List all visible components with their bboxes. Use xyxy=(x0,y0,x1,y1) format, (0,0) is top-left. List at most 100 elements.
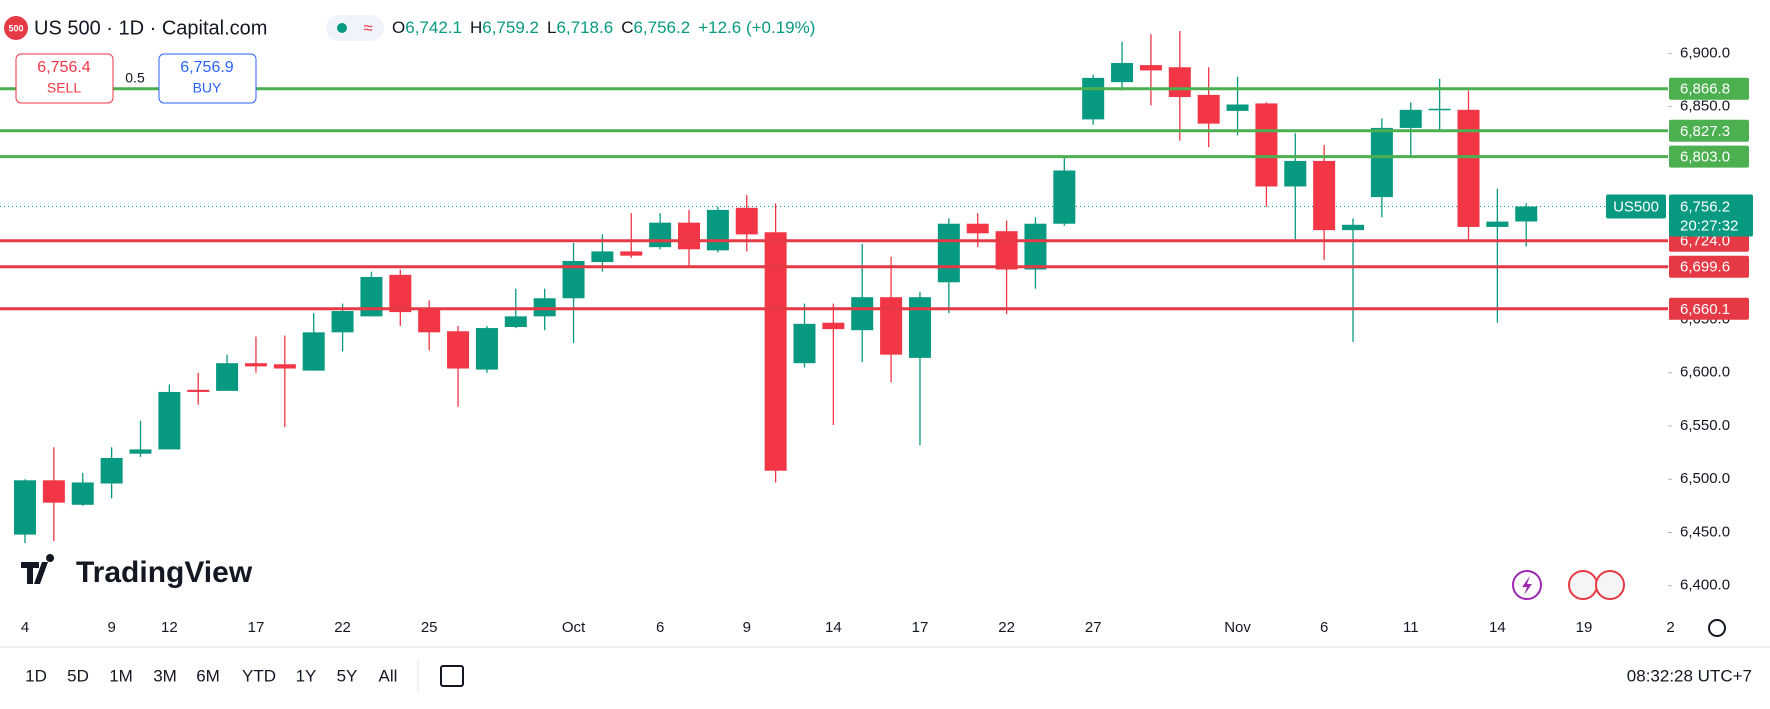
economic-flag[interactable] xyxy=(1568,570,1598,600)
range-button[interactable]: 5Y xyxy=(337,666,358,685)
x-tick-label: 14 xyxy=(1489,619,1506,636)
candle-body xyxy=(273,364,296,369)
range-button[interactable]: 1Y xyxy=(296,666,317,685)
candle-body xyxy=(1515,206,1538,222)
x-tick-label: 14 xyxy=(825,619,842,636)
sell-button[interactable] xyxy=(15,53,114,104)
x-tick-label: 27 xyxy=(1085,619,1102,636)
candle-body xyxy=(504,316,527,328)
change: +12.6 (+0.19%) xyxy=(698,18,815,37)
ohlc-value: 6,718.6 xyxy=(556,18,613,37)
candle-body xyxy=(331,311,354,333)
range-button[interactable]: 6M xyxy=(196,666,220,685)
range-button[interactable]: All xyxy=(379,666,398,685)
candle-body xyxy=(244,363,267,367)
y-tick-label: 6,900.0 xyxy=(1680,44,1730,61)
candle-body xyxy=(1168,67,1191,98)
x-tick-label: 19 xyxy=(1576,619,1593,636)
x-tick-label: 6 xyxy=(1320,619,1328,636)
candle-body xyxy=(1197,94,1220,124)
candle-body xyxy=(1284,160,1307,187)
candle-body xyxy=(389,274,412,313)
status-icon: ≈ xyxy=(363,18,372,37)
candle-body xyxy=(1428,108,1451,111)
x-tick-label: 22 xyxy=(334,619,351,636)
level-label: 6,724.0 xyxy=(1680,233,1730,250)
buy-button[interactable] xyxy=(158,53,257,104)
candle-body xyxy=(764,232,787,471)
candle-body xyxy=(1024,223,1047,270)
candle-body xyxy=(71,482,94,505)
candle-body xyxy=(880,297,903,355)
ohlc-value: 6,756.2 xyxy=(633,18,690,37)
level-tag xyxy=(1669,255,1749,278)
symbol-logo-text: 500 xyxy=(8,23,23,33)
candle-body xyxy=(1255,103,1278,187)
x-tick-label: 6 xyxy=(656,619,664,636)
sell-price: 6,756.4 xyxy=(37,59,90,76)
candle-body xyxy=(793,323,816,364)
candle-body xyxy=(908,297,931,358)
y-tick-label: 6,400.0 xyxy=(1680,577,1730,594)
candle-body xyxy=(1313,160,1336,231)
candle-body xyxy=(1082,77,1105,120)
economic-flag[interactable] xyxy=(1595,570,1625,600)
candle-body xyxy=(966,223,989,234)
candle-body xyxy=(620,251,643,256)
level-label: 6,699.6 xyxy=(1680,259,1730,276)
level-label: 6,660.1 xyxy=(1680,301,1730,318)
candle-body xyxy=(302,332,325,371)
countdown: 20:27:32 xyxy=(1680,217,1738,234)
symbol-logo xyxy=(4,16,28,40)
candle-body xyxy=(822,322,845,330)
range-button[interactable]: YTD xyxy=(242,666,276,685)
candle-body xyxy=(475,328,498,370)
candle-body xyxy=(937,223,960,283)
candle-body xyxy=(1139,65,1162,71)
settings-icon[interactable] xyxy=(1708,619,1726,637)
ohlc-value: 6,742.1 xyxy=(405,18,462,37)
ohlc-key: O xyxy=(392,18,405,37)
candle-body xyxy=(649,222,672,248)
range-button[interactable]: 1D xyxy=(25,666,47,685)
level-label: 6,866.8 xyxy=(1680,81,1730,98)
range-button[interactable]: 5D xyxy=(67,666,89,685)
candle-body xyxy=(1226,104,1249,111)
x-tick-label: Oct xyxy=(562,619,586,636)
x-tick-label: 9 xyxy=(743,619,751,636)
symbol-title[interactable]: US 500 · 1D · Capital.com xyxy=(34,17,267,39)
candle-body xyxy=(706,209,729,251)
candle-body xyxy=(360,276,383,317)
x-tick-label: 12 xyxy=(161,619,178,636)
level-tag xyxy=(1669,297,1749,320)
candle-body xyxy=(100,457,123,484)
price-axis: 6,400.06,450.06,500.06,550.06,600.06,650… xyxy=(1606,44,1753,594)
symbol-tag xyxy=(1606,194,1666,219)
candle-body xyxy=(1342,224,1365,231)
x-tick-label: 25 xyxy=(421,619,438,636)
status-dot xyxy=(337,23,347,33)
level-label: 6,803.0 xyxy=(1680,149,1730,166)
goto-date-icon[interactable] xyxy=(440,665,464,687)
range-button[interactable]: 3M xyxy=(153,666,177,685)
candle-body xyxy=(129,449,152,454)
range-button[interactable]: 1M xyxy=(109,666,133,685)
x-tick-label: 17 xyxy=(248,619,265,636)
candle-body xyxy=(1399,109,1422,128)
ohlc-value: 6,759.2 xyxy=(482,18,539,37)
candle-body xyxy=(1457,109,1480,227)
ohlc-key: H xyxy=(470,18,482,37)
spread: 0.5 xyxy=(125,70,145,86)
candle-body xyxy=(418,307,441,333)
ohlc-key: C xyxy=(621,18,633,37)
last-price-label: 6,756.2 xyxy=(1680,198,1730,215)
sell-label: SELL xyxy=(47,80,81,96)
y-tick-label: 6,850.0 xyxy=(1680,98,1730,115)
level-label: 6,827.3 xyxy=(1680,123,1730,140)
candle-body xyxy=(562,260,585,299)
brand-icon xyxy=(21,554,55,584)
ohlc-legend: O6,742.1 H6,759.2 L6,718.6 C6,756.2 +12.6 (+… xyxy=(392,18,815,37)
ohlc-key: L xyxy=(547,18,556,37)
candle-body xyxy=(447,331,470,369)
